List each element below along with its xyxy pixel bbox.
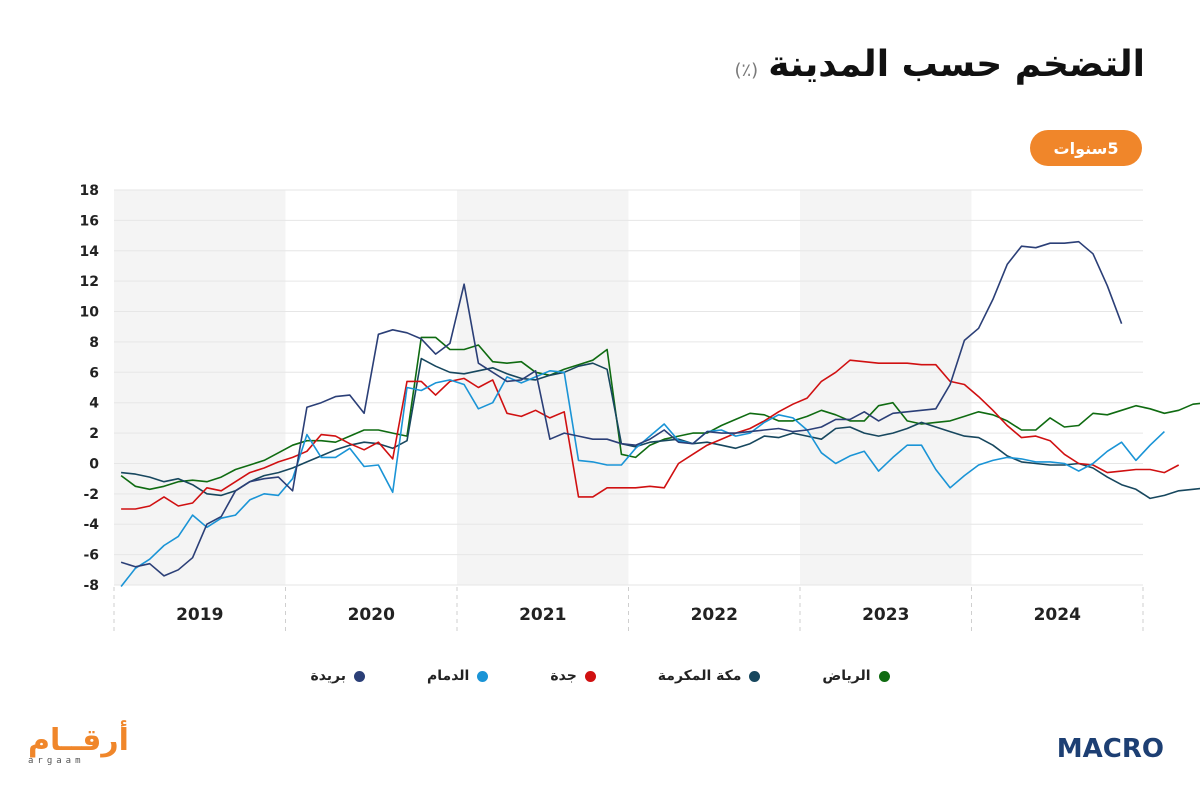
legend-item[interactable]: الدمام [427, 668, 489, 684]
x-tick-label-2019: 2019 [176, 605, 223, 625]
y-tick-label: 8 [89, 335, 99, 351]
x-tick-label-2021: 2021 [519, 605, 566, 625]
x-tick-label-2023: 2023 [862, 605, 909, 625]
x-tick-label-2024: 2024 [1034, 605, 1081, 625]
y-tick-label: 12 [80, 274, 99, 290]
y-tick-label: 4 [89, 396, 99, 412]
legend-item[interactable]: جدة [550, 668, 596, 684]
legend-color-dot-icon [584, 670, 596, 682]
chart-legend: بريدة الدمام جدة مكة المكرمة الرياض [0, 668, 1200, 684]
legend-color-dot-icon [749, 670, 761, 682]
year-band-2023 [800, 190, 972, 585]
legend-label: الدمام [427, 668, 470, 684]
legend-item[interactable]: الرياض [822, 668, 890, 684]
unit-label: (٪) [734, 60, 759, 81]
series-line-2 [121, 359, 1180, 510]
x-tick-label-2022: 2022 [691, 605, 738, 625]
legend-color-dot-icon [878, 670, 890, 682]
year-band-2019 [114, 190, 286, 585]
line-chart: -8 -6 -4 -2 0 2 4 6 8 10 12 14 16 18 2019 2020 2021 2022 2… [80, 183, 1200, 632]
series-line-4 [120, 240, 1123, 577]
y-tick-label: 16 [80, 213, 99, 229]
range-5-years-button[interactable]: 5سنوات [1030, 130, 1142, 166]
chart-title-group: التضخم حسب المدينة (٪) [734, 44, 1145, 85]
chart-title: التضخم حسب المدينة [768, 44, 1145, 85]
legend-label: الرياض [822, 668, 871, 684]
legend-color-dot-icon [477, 670, 489, 682]
y-tick-label: -6 [83, 548, 99, 564]
y-tick-label: 10 [80, 305, 100, 321]
y-tick-label: -2 [83, 487, 99, 503]
x-tick-label-2020: 2020 [348, 605, 395, 625]
macro-logo: MACRO [1056, 734, 1164, 764]
legend-color-dot-icon [354, 670, 366, 682]
legend-item[interactable]: مكة المكرمة [658, 668, 761, 684]
legend-label: مكة المكرمة [657, 668, 742, 684]
y-tick-label: -4 [83, 517, 99, 533]
y-tick-label: 0 [89, 456, 99, 472]
legend-label: بريدة [310, 668, 347, 684]
y-tick-label: 14 [80, 244, 100, 260]
y-tick-label: 18 [80, 183, 99, 199]
legend-label: جدة [550, 668, 577, 684]
y-tick-label: 6 [89, 365, 99, 381]
legend-item[interactable]: بريدة [310, 668, 366, 684]
year-band-2021 [457, 190, 629, 585]
y-tick-label: 2 [89, 426, 99, 442]
argaam-logo: أرقــام argaam [28, 723, 129, 767]
y-tick-label: -8 [83, 578, 99, 594]
